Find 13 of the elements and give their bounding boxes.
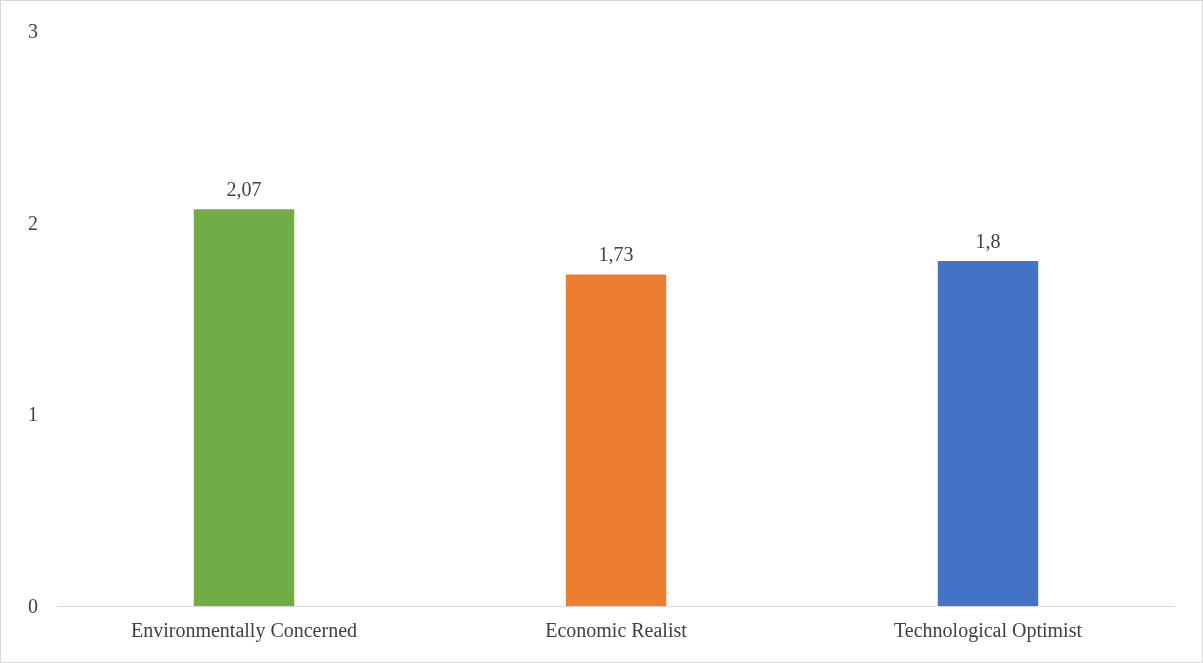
y-tick-label: 1	[28, 403, 38, 426]
y-tick-label: 0	[28, 595, 38, 617]
bar	[937, 261, 1039, 606]
bar	[193, 209, 295, 606]
bar	[565, 274, 667, 606]
x-tick-label: Economic Realist	[545, 619, 688, 641]
x-tick-label: Technological Optimist	[893, 619, 1083, 642]
x-tick-label: Environmentally Concerned	[130, 619, 358, 642]
data-label: 2,07	[226, 178, 262, 201]
y-tick-label: 3	[28, 20, 38, 42]
data-label: 1,73	[598, 243, 634, 266]
y-tick-label: 2	[28, 211, 38, 234]
data-label: 1,8	[975, 230, 1001, 252]
